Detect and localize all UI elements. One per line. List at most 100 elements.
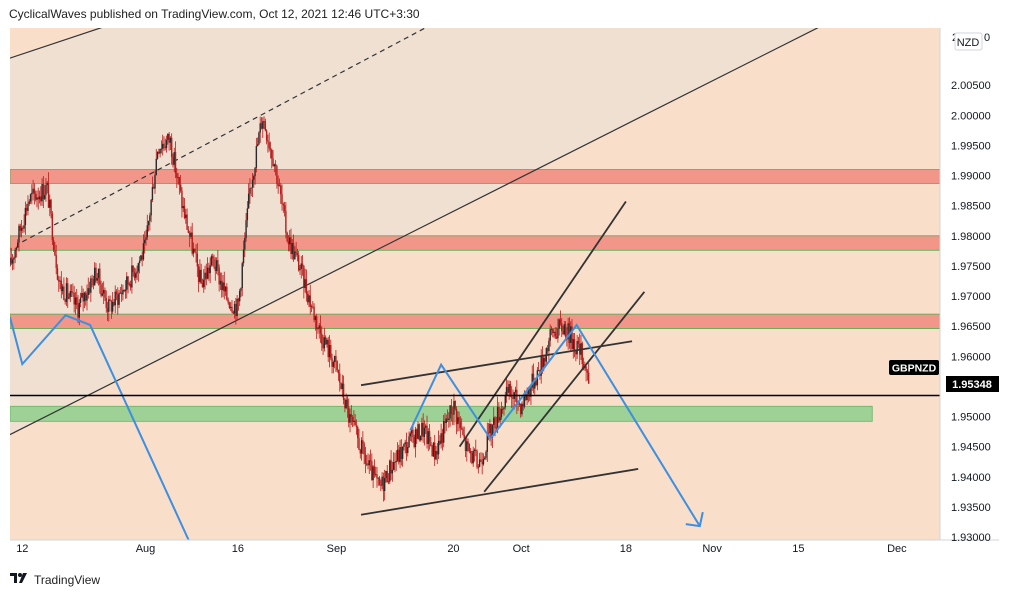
candle-body bbox=[236, 298, 238, 317]
tradingview-logo-icon[interactable] bbox=[10, 572, 30, 587]
candle-body bbox=[87, 288, 89, 295]
candle-body bbox=[214, 266, 216, 271]
candle-body bbox=[181, 190, 183, 209]
candle-body bbox=[362, 440, 364, 444]
candle-body bbox=[114, 291, 116, 306]
price-scale-background[interactable] bbox=[940, 28, 999, 540]
candle-body bbox=[11, 259, 14, 264]
candle-body bbox=[100, 284, 102, 296]
candle-body bbox=[482, 458, 485, 465]
candle-body bbox=[382, 476, 385, 492]
candle-body bbox=[93, 267, 96, 286]
candle-body bbox=[290, 237, 292, 255]
candle-body bbox=[190, 232, 192, 237]
candle-body bbox=[540, 356, 542, 376]
candle-body bbox=[558, 319, 560, 329]
candle-body bbox=[355, 425, 358, 428]
candle-body bbox=[164, 146, 166, 149]
candle-body bbox=[326, 339, 328, 345]
candle-body bbox=[123, 289, 125, 292]
footer-brand[interactable]: TradingView bbox=[34, 572, 101, 587]
candle-body bbox=[127, 276, 129, 285]
candle-body bbox=[281, 194, 283, 204]
candle-body bbox=[142, 243, 145, 260]
candle-body bbox=[333, 356, 336, 362]
candle-body bbox=[55, 255, 57, 269]
candle-body bbox=[440, 433, 442, 444]
candle-body bbox=[319, 325, 322, 334]
y-tick-label: 1.94500 bbox=[951, 442, 991, 454]
candle-body bbox=[102, 290, 105, 294]
candle-body bbox=[260, 123, 263, 129]
candle-body bbox=[177, 177, 179, 179]
candle-body bbox=[434, 442, 436, 460]
candle-body bbox=[296, 252, 299, 256]
candle-body bbox=[494, 417, 496, 429]
candle-body bbox=[115, 291, 118, 295]
candle-body bbox=[131, 265, 133, 288]
candle-body bbox=[419, 435, 422, 441]
candle-body bbox=[398, 449, 400, 463]
candle-body bbox=[85, 292, 87, 301]
candle-body bbox=[306, 293, 309, 303]
candle-body bbox=[543, 357, 545, 368]
currency-badge[interactable] bbox=[954, 32, 983, 51]
y-tick-label: 1.99000 bbox=[951, 171, 991, 183]
candle-body bbox=[359, 449, 361, 454]
candle-body bbox=[476, 451, 478, 468]
candle-body bbox=[247, 193, 250, 209]
candle-body bbox=[550, 329, 553, 330]
trendline-2 bbox=[483, 291, 646, 493]
candle-body bbox=[418, 424, 421, 441]
candle-body bbox=[20, 227, 23, 231]
candle-body bbox=[441, 433, 444, 443]
candle-body bbox=[199, 269, 201, 282]
candle-body bbox=[353, 420, 355, 422]
candle-body bbox=[502, 408, 504, 410]
candle-body bbox=[300, 263, 302, 269]
candle-body bbox=[309, 295, 311, 307]
candle-body bbox=[195, 251, 197, 254]
candle-body bbox=[118, 293, 120, 305]
trendline-1 bbox=[360, 340, 633, 387]
candle-body bbox=[430, 441, 432, 447]
candle-body bbox=[371, 461, 373, 481]
candle-body bbox=[159, 149, 161, 154]
candle-body bbox=[160, 148, 163, 150]
candle-body bbox=[444, 421, 446, 424]
candle-body bbox=[81, 293, 83, 298]
candle-body bbox=[212, 256, 214, 259]
candle-body bbox=[24, 207, 27, 226]
candle-body bbox=[367, 463, 369, 466]
candle-body bbox=[222, 282, 224, 291]
candle-body bbox=[129, 283, 132, 288]
candle-body bbox=[63, 286, 65, 300]
candle-body bbox=[314, 316, 317, 321]
candle-body bbox=[272, 158, 274, 167]
candle-body bbox=[119, 292, 122, 294]
candle-body bbox=[92, 278, 95, 286]
candle-body bbox=[196, 253, 199, 267]
candle-body bbox=[345, 399, 347, 409]
candle-body bbox=[369, 460, 372, 462]
candle-body bbox=[428, 431, 431, 442]
candle-body bbox=[278, 185, 281, 187]
candle-body bbox=[285, 210, 287, 233]
candle-body bbox=[432, 442, 435, 457]
candle-body bbox=[535, 381, 537, 386]
candle-body bbox=[41, 184, 43, 202]
series-label-badge bbox=[889, 360, 939, 375]
time-scale[interactable]: 12 Aug 16 Sep 20 Oct 18 Nov 15 Dec bbox=[16, 543, 907, 555]
candle-body bbox=[364, 454, 367, 464]
y-tick-label: 1.98500 bbox=[951, 201, 991, 213]
candle-body bbox=[253, 176, 255, 180]
candle-body bbox=[416, 429, 418, 439]
candle-body bbox=[310, 306, 313, 308]
candle-body bbox=[294, 251, 296, 260]
candle-body bbox=[549, 329, 551, 341]
candle-body bbox=[273, 164, 276, 167]
candle-body bbox=[161, 143, 164, 149]
price-chart[interactable]: 2.00500 2.00000 1.99500 1.99000 1.98500 1.980… bbox=[0, 0, 1009, 570]
time-scale-background[interactable] bbox=[0, 540, 1009, 560]
candle-body bbox=[313, 306, 315, 321]
